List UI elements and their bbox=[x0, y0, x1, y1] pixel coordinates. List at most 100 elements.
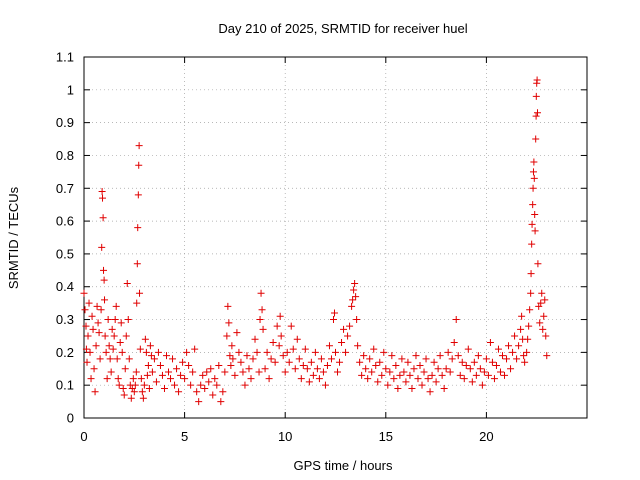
data-point bbox=[141, 335, 149, 343]
data-point bbox=[117, 319, 125, 327]
data-point bbox=[193, 388, 201, 396]
data-point bbox=[515, 342, 523, 350]
data-point bbox=[191, 345, 199, 353]
data-point bbox=[175, 388, 183, 396]
data-point bbox=[94, 319, 102, 327]
data-point bbox=[412, 352, 420, 360]
data-point bbox=[132, 368, 140, 376]
data-point bbox=[448, 355, 456, 363]
data-point bbox=[158, 371, 166, 379]
data-point bbox=[492, 361, 500, 369]
data-point bbox=[106, 355, 114, 363]
data-point bbox=[136, 289, 144, 297]
data-point bbox=[517, 325, 525, 333]
data-point bbox=[215, 361, 223, 369]
data-point bbox=[402, 378, 410, 386]
data-point bbox=[114, 375, 122, 383]
data-point bbox=[213, 381, 221, 389]
data-point bbox=[334, 368, 342, 376]
data-point bbox=[404, 358, 412, 366]
data-point bbox=[380, 348, 388, 356]
data-point bbox=[82, 345, 90, 353]
data-point bbox=[384, 381, 392, 389]
data-point bbox=[187, 381, 195, 389]
data-point bbox=[408, 384, 416, 392]
data-point bbox=[313, 365, 321, 373]
data-point bbox=[317, 355, 325, 363]
data-point bbox=[247, 375, 255, 383]
data-point bbox=[426, 388, 434, 396]
data-point bbox=[536, 319, 544, 327]
data-point bbox=[472, 371, 480, 379]
data-point bbox=[295, 355, 303, 363]
data-point bbox=[258, 306, 266, 314]
data-point bbox=[344, 332, 352, 340]
data-point bbox=[480, 368, 488, 376]
data-point bbox=[527, 289, 535, 297]
data-point bbox=[152, 378, 160, 386]
data-point bbox=[120, 391, 128, 399]
data-point bbox=[261, 365, 269, 373]
data-point bbox=[456, 371, 464, 379]
data-point bbox=[338, 339, 346, 347]
data-point bbox=[537, 299, 545, 307]
data-point bbox=[521, 358, 529, 366]
data-point bbox=[123, 279, 131, 287]
data-point bbox=[91, 388, 99, 396]
data-point bbox=[195, 398, 203, 406]
data-point bbox=[105, 342, 113, 350]
data-point bbox=[183, 348, 191, 356]
data-point bbox=[237, 358, 245, 366]
data-point bbox=[259, 325, 267, 333]
data-point bbox=[203, 368, 211, 376]
data-point bbox=[281, 368, 289, 376]
data-point bbox=[501, 371, 509, 379]
data-point bbox=[269, 339, 277, 347]
data-point bbox=[354, 342, 362, 350]
data-point bbox=[139, 394, 147, 402]
data-point bbox=[490, 375, 498, 383]
data-point bbox=[80, 289, 88, 297]
data-point bbox=[273, 322, 281, 330]
data-point bbox=[201, 384, 209, 392]
y-tick-label: 0.2 bbox=[56, 345, 74, 360]
data-point bbox=[93, 302, 101, 310]
data-point bbox=[511, 332, 519, 340]
data-point bbox=[392, 361, 400, 369]
data-point bbox=[329, 316, 337, 324]
data-point bbox=[229, 355, 237, 363]
data-point bbox=[224, 302, 232, 310]
y-tick-label: 0.1 bbox=[56, 378, 74, 393]
data-points bbox=[80, 76, 551, 406]
data-point bbox=[305, 378, 313, 386]
data-point bbox=[87, 375, 95, 383]
y-tick-label: 0.4 bbox=[56, 279, 74, 294]
data-point bbox=[311, 348, 319, 356]
data-point bbox=[111, 316, 119, 324]
data-point bbox=[327, 355, 335, 363]
data-point bbox=[227, 361, 235, 369]
data-point bbox=[532, 92, 540, 100]
data-point bbox=[130, 388, 138, 396]
data-point bbox=[390, 375, 398, 383]
data-point bbox=[524, 335, 532, 343]
y-tick-label: 0 bbox=[67, 411, 74, 426]
data-point bbox=[223, 332, 231, 340]
data-point bbox=[520, 352, 528, 360]
data-point bbox=[257, 289, 265, 297]
data-point bbox=[189, 368, 197, 376]
data-point bbox=[165, 368, 173, 376]
data-point bbox=[370, 345, 378, 353]
data-point bbox=[460, 375, 468, 383]
data-point bbox=[148, 368, 156, 376]
data-point bbox=[134, 191, 142, 199]
data-point bbox=[482, 355, 490, 363]
data-point bbox=[83, 358, 91, 366]
data-point bbox=[388, 352, 396, 360]
data-point bbox=[468, 378, 476, 386]
data-point bbox=[394, 384, 402, 392]
data-point bbox=[526, 306, 534, 314]
data-point bbox=[315, 375, 323, 383]
data-point bbox=[543, 352, 551, 360]
data-point bbox=[452, 316, 460, 324]
